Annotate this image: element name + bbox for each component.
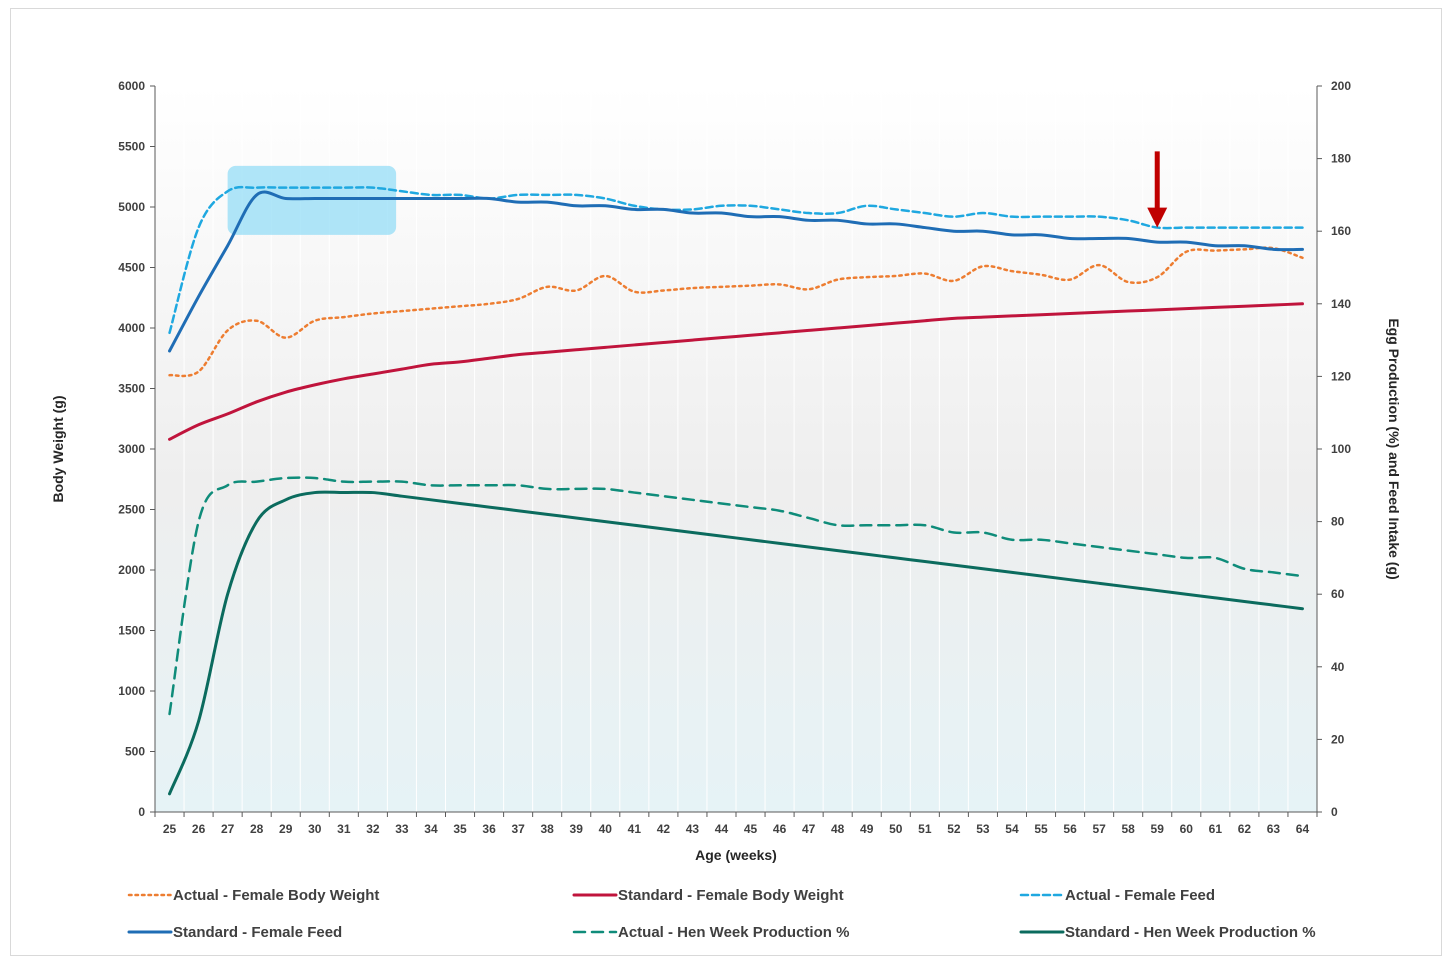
- y-tick-label: 2500: [118, 503, 145, 517]
- y-tick-label: 3000: [118, 442, 145, 456]
- legend-label: Actual - Hen Week Production %: [618, 924, 849, 941]
- legend-item-6: Standard - Hen Week Production %: [1019, 924, 1316, 941]
- y-tick-label: 4500: [118, 261, 145, 275]
- x-tick-label: 31: [337, 822, 351, 836]
- highlight-layer: [227, 165, 397, 235]
- x-tick-label: 51: [918, 822, 932, 836]
- legend-item-4: Standard - Female Feed: [127, 924, 342, 941]
- x-tick-label: 45: [744, 822, 758, 836]
- y-tick-label: 500: [125, 745, 145, 759]
- y2-tick-label: 0: [1331, 805, 1338, 819]
- y2-tick-label: 40: [1331, 660, 1345, 674]
- y-tick-label: 0: [138, 805, 145, 819]
- legend-label: Standard - Female Body Weight: [618, 887, 844, 904]
- legend-item-3: Actual - Female Feed: [1019, 887, 1215, 904]
- x-tick-label: 58: [1121, 822, 1135, 836]
- x-tick-label: 61: [1209, 822, 1223, 836]
- legend-label: Standard - Hen Week Production %: [1065, 924, 1316, 941]
- x-tick-label: 55: [1034, 822, 1048, 836]
- x-tick-label: 34: [424, 822, 438, 836]
- x-tick-label: 54: [1005, 822, 1019, 836]
- x-tick-label: 63: [1267, 822, 1281, 836]
- series-line-3: [168, 185, 1304, 335]
- x-tick-label: 44: [715, 822, 729, 836]
- y2-axis-title: Egg Production (%) and Feed Intake (g): [1386, 318, 1402, 579]
- line-chart: 0500100015002000250030003500400045005000…: [50, 79, 1402, 941]
- legend-item-5: Actual - Hen Week Production %: [572, 924, 849, 941]
- y2-tick-label: 140: [1331, 297, 1351, 311]
- x-tick-label: 53: [976, 822, 990, 836]
- series-line-5: [168, 476, 1304, 716]
- x-tick-label: 39: [570, 822, 584, 836]
- x-tick-label: 64: [1296, 822, 1310, 836]
- x-tick-label: 48: [831, 822, 845, 836]
- x-tick-label: 38: [540, 822, 554, 836]
- series-line-4: [168, 190, 1304, 353]
- legend-item-1: Actual - Female Body Weight: [127, 887, 379, 904]
- x-axis-title: Age (weeks): [695, 847, 777, 863]
- y2-tick-label: 120: [1331, 369, 1351, 383]
- y-tick-label: 2000: [118, 563, 145, 577]
- x-tick-label: 26: [192, 822, 206, 836]
- y2-tick-label: 80: [1331, 515, 1345, 529]
- x-tick-label: 30: [308, 822, 322, 836]
- y-tick-label: 6000: [118, 79, 145, 93]
- y-axis-title: Body Weight (g): [50, 395, 66, 502]
- x-tick-label: 60: [1180, 822, 1194, 836]
- x-tick-label: 29: [279, 822, 293, 836]
- x-tick-label: 56: [1063, 822, 1077, 836]
- legend-label: Actual - Female Body Weight: [173, 887, 379, 904]
- y2-tick-label: 200: [1331, 79, 1351, 93]
- y-tick-label: 4000: [118, 321, 145, 335]
- annotation-layer: [1147, 151, 1168, 228]
- x-tick-label: 46: [773, 822, 787, 836]
- legend-item-2: Standard - Female Body Weight: [572, 887, 844, 904]
- series-lines: [168, 185, 1304, 796]
- y-tick-label: 5000: [118, 200, 145, 214]
- x-tick-label: 62: [1238, 822, 1252, 836]
- x-tick-label: 41: [628, 822, 642, 836]
- y2-tick-label: 20: [1331, 732, 1345, 746]
- y2-tick-label: 60: [1331, 587, 1345, 601]
- tick-labels: 0500100015002000250030003500400045005000…: [118, 79, 1351, 836]
- x-tick-label: 37: [511, 822, 525, 836]
- x-tick-label: 35: [453, 822, 467, 836]
- y2-tick-label: 100: [1331, 442, 1351, 456]
- y-tick-label: 1500: [118, 624, 145, 638]
- x-tick-label: 27: [221, 822, 235, 836]
- x-tick-label: 42: [657, 822, 671, 836]
- x-tick-label: 59: [1151, 822, 1165, 836]
- x-tick-label: 43: [686, 822, 700, 836]
- x-tick-label: 52: [947, 822, 961, 836]
- y2-tick-label: 160: [1331, 224, 1351, 238]
- y-tick-label: 5500: [118, 140, 145, 154]
- arrow-head: [1147, 207, 1168, 228]
- legend-label: Standard - Female Feed: [173, 924, 342, 941]
- x-tick-label: 57: [1092, 822, 1106, 836]
- series-line-6: [168, 490, 1304, 796]
- x-tick-label: 40: [599, 822, 613, 836]
- y2-tick-label: 180: [1331, 152, 1351, 166]
- x-tick-label: 50: [889, 822, 903, 836]
- x-tick-label: 33: [395, 822, 409, 836]
- axes: [150, 85, 1322, 817]
- x-tick-label: 36: [482, 822, 496, 836]
- chart-frame: 0 500 1000 1500 2000 2500 3000 3500 4000 4500 5000…: [10, 8, 1442, 956]
- series-line-1: [168, 246, 1304, 378]
- x-tick-label: 32: [366, 822, 380, 836]
- x-tick-label: 49: [860, 822, 874, 836]
- legend: Actual - Female Body Weight Standard - Fe…: [127, 887, 1316, 941]
- x-tick-label: 28: [250, 822, 264, 836]
- legend-label: Actual - Female Feed: [1065, 887, 1215, 904]
- series-line-2: [168, 302, 1304, 441]
- annotation-arrow: [1147, 151, 1168, 228]
- y-tick-label: 1000: [118, 684, 145, 698]
- x-tick-label: 47: [802, 822, 816, 836]
- y-tick-label: 3500: [118, 382, 145, 396]
- highlight-box: [227, 165, 397, 235]
- x-tick-label: 25: [163, 822, 177, 836]
